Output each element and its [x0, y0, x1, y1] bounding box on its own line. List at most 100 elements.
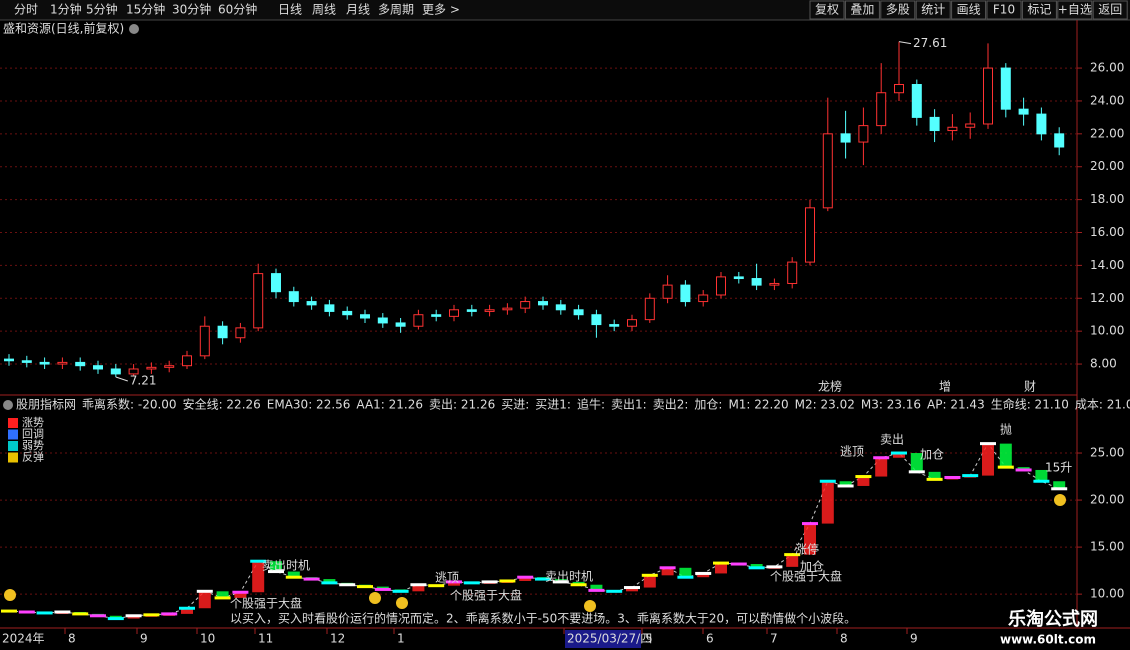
indicator-note: 以买入，买入时看股价运行的情况而定。2、乖离系数小于-50不要进场。3、乖离系数… [230, 611, 856, 626]
candle-body [288, 291, 299, 303]
indicator-tick [18, 610, 35, 614]
period-tab[interactable]: 更多 > [422, 3, 460, 17]
indicator-tick [980, 442, 996, 446]
indicator-bar [910, 453, 923, 472]
indicator-value: M1: 22.20 [728, 398, 788, 412]
indicator-tick [446, 580, 462, 584]
toolbar-button-frame[interactable] [986, 0, 1022, 20]
y-tick-label: 26.00 [1090, 61, 1124, 75]
candle-body [769, 282, 780, 286]
candle-body [894, 84, 904, 94]
toolbar-button[interactable]: +自选 [1058, 3, 1092, 17]
indicator-bar [252, 561, 265, 593]
y-tick-label: 20.00 [1090, 493, 1124, 507]
indicator-value: EMA30: 22.56 [267, 398, 351, 412]
indicator-tick [179, 606, 195, 610]
indicator-bar [821, 481, 834, 524]
indicator-bar [198, 591, 211, 609]
date-label: 8 [68, 632, 76, 646]
period-tab[interactable]: 周线 [312, 3, 336, 17]
candle-body [306, 301, 317, 306]
period-tab[interactable]: 15分钟 [126, 2, 165, 17]
candle-body [1018, 108, 1029, 115]
candle-body [93, 365, 103, 370]
candle-body [484, 309, 495, 312]
toolbar-button[interactable]: 画线 [957, 3, 981, 17]
candle-body [911, 84, 922, 118]
toolbar-button[interactable]: 多股 [886, 3, 910, 17]
candle-body [377, 317, 388, 324]
date-label: 8 [840, 632, 848, 646]
legend-label: 回调 [22, 428, 44, 441]
indicator-tick [36, 611, 53, 615]
toolbar-button[interactable]: 叠加 [850, 3, 874, 17]
candle-body [110, 368, 121, 375]
period-tab[interactable]: 60分钟 [218, 2, 257, 17]
indicator-bar [181, 608, 193, 614]
candle-body [1054, 133, 1065, 148]
period-tab[interactable]: 5分钟 [86, 2, 118, 17]
toolbar-button-frame[interactable] [809, 0, 845, 20]
candle-body [538, 301, 548, 306]
indicator-value: AP: 21.43 [927, 398, 985, 412]
indicator-tick [624, 586, 640, 590]
y-tick-label: 10.00 [1090, 324, 1124, 338]
toolbar-button-frame[interactable] [1057, 0, 1093, 20]
indicator-bar [804, 523, 816, 555]
indicator-value: 乖离系数: -20.00 [82, 397, 177, 412]
indicator-bar [234, 592, 247, 598]
indicator-tick [392, 589, 409, 593]
toolbar-button-frame[interactable] [1092, 0, 1128, 20]
candle-body [520, 301, 531, 309]
date-label: 2025/03/27/四 [567, 632, 652, 646]
period-tab[interactable]: 月线 [346, 3, 370, 17]
indicator-bar [1035, 469, 1048, 482]
toolbar-button-frame[interactable] [951, 0, 987, 20]
candle-body [698, 294, 709, 303]
event-tag[interactable]: 增 [939, 380, 951, 394]
toolbar-button[interactable]: 复权 [815, 3, 839, 17]
toolbar-button[interactable]: 标记 [1027, 3, 1051, 17]
indicator-tick [659, 566, 676, 570]
indicator-tick [695, 571, 712, 575]
indicator-tick [1, 609, 17, 613]
indicator-tick [908, 470, 925, 474]
y-tick-label: 16.00 [1090, 225, 1124, 239]
toolbar-button-frame[interactable] [880, 0, 916, 20]
candle-body [1000, 67, 1011, 110]
candle-body [4, 358, 14, 362]
toolbar-button-frame[interactable] [915, 0, 951, 20]
event-tag[interactable]: 财 [1024, 380, 1036, 394]
indicator-tick [72, 612, 89, 616]
candle-body [644, 297, 655, 321]
period-tab[interactable]: 日线 [278, 3, 302, 17]
indicator-tick [54, 610, 71, 614]
indicator-tick [766, 565, 783, 569]
watermark-url: www.60lt.com [1000, 633, 1096, 647]
y-tick-label: 8.00 [1090, 357, 1117, 371]
period-tab[interactable]: 1分钟 [50, 2, 82, 17]
legend-label: 弱势 [22, 439, 44, 452]
candle-body [21, 360, 32, 363]
event-tag[interactable]: 龙榜 [818, 379, 842, 394]
indicator-tick [357, 585, 373, 589]
toolbar-button[interactable]: F10 [993, 3, 1015, 17]
signal-label: 个股强于大盘 [770, 569, 842, 584]
indicator-tick [463, 581, 480, 585]
candle-body [929, 116, 940, 132]
period-tab[interactable]: 多周期 [378, 3, 414, 17]
toolbar-button-frame[interactable] [1021, 0, 1057, 20]
indicator-bar [857, 476, 870, 486]
indicator-bar [626, 587, 638, 592]
period-tab[interactable]: 30分钟 [172, 2, 211, 17]
toolbar-button[interactable]: 统计 [921, 3, 945, 17]
indicator-value: M2: 23.02 [795, 398, 855, 412]
candle-body [57, 361, 68, 365]
date-label: 7 [770, 632, 778, 646]
toolbar-button[interactable]: 返回 [1098, 3, 1122, 17]
toolbar-button-frame[interactable] [844, 0, 880, 20]
period-tab[interactable]: 分时 [14, 3, 38, 17]
indicator-bar [999, 443, 1012, 468]
indicator-bar [643, 575, 656, 588]
